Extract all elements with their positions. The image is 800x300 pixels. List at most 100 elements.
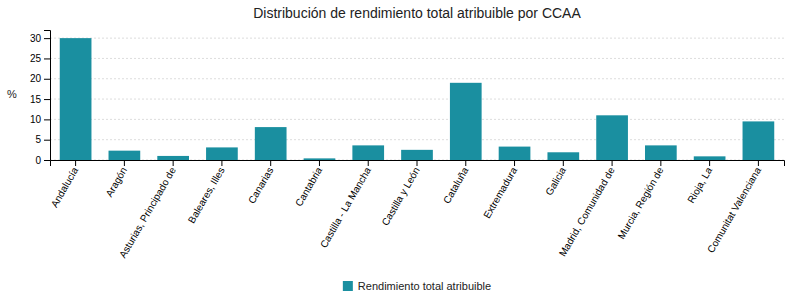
y-tick: 30 (30, 33, 50, 44)
x-tick-label: Rioja, La (685, 165, 714, 205)
legend-item: Rendimiento total atribuible (343, 280, 491, 292)
x-tick: Canarias (246, 160, 276, 205)
y-tick-mark (44, 99, 50, 100)
bar (450, 83, 482, 160)
x-tick-mark (709, 160, 710, 166)
y-tick: 25 (30, 53, 50, 64)
legend-swatch (343, 281, 353, 291)
x-tick-mark (514, 160, 515, 166)
x-tick: Andalucía (49, 160, 81, 209)
x-tick: Rioja, La (685, 160, 714, 205)
y-tick: 0 (35, 155, 50, 166)
y-tick-mark (44, 58, 50, 59)
bar (743, 121, 775, 160)
x-tick-label: Murcia, Región de (616, 165, 666, 241)
title: Distribución de rendimiento total atribu… (253, 5, 581, 21)
bar (401, 150, 433, 160)
x-tick: Castilla y León (379, 160, 421, 228)
x-tick-mark (75, 160, 76, 166)
bar (60, 38, 92, 160)
x-tick-label: Galicia (543, 165, 568, 197)
y-tick-mark (44, 38, 50, 39)
x-tick-label: Canarias (246, 165, 276, 205)
y-tick-mark (44, 79, 50, 80)
x-tick-label: Aragón (103, 165, 129, 198)
y-tick-label: 10 (30, 114, 42, 125)
y-axis-line (44, 31, 51, 161)
x-tick-mark (417, 160, 418, 166)
x-tick-label: Madrid, Comunidad de (557, 165, 617, 258)
x-tick: Castilla - La Mancha (318, 160, 373, 250)
y-tick: 20 (30, 73, 50, 84)
y-tick: 10 (30, 114, 50, 125)
x-tick-label: Comunitat Valenciana (705, 165, 763, 255)
y-tick-label: 20 (30, 73, 42, 84)
y-axis: 0 5 10 15 20 25 30 (30, 31, 51, 166)
grid (50, 38, 784, 160)
x-tick-label: Extremadura (481, 165, 519, 220)
x-tick-label: Castilla - La Mancha (318, 165, 373, 250)
x-tick-mark (319, 160, 320, 166)
bar (694, 156, 726, 160)
legend: Rendimiento total atribuible (343, 280, 491, 292)
x-tick-mark (173, 160, 174, 166)
grid-line (50, 119, 784, 120)
bar (547, 152, 579, 160)
bar (352, 145, 384, 160)
x-tick-label: Castilla y León (379, 165, 421, 227)
x-tick-label: Cantabria (293, 165, 324, 208)
bar (109, 151, 141, 160)
grid-line (50, 58, 784, 59)
x-tick-mark (368, 160, 369, 166)
x-tick: Asturias, Principado de (117, 160, 178, 260)
bar (645, 145, 677, 160)
y-tick: 5 (35, 134, 50, 145)
grid-line (50, 38, 784, 39)
x-tick: Comunitat Valenciana (705, 160, 763, 255)
bar (304, 158, 336, 160)
x-tick-mark (124, 160, 125, 166)
x-tick: Murcia, Región de (616, 160, 666, 241)
x-tick-label: Andalucía (49, 165, 81, 209)
x-tick: Madrid, Comunidad de (557, 160, 617, 258)
x-tick: Cantabria (293, 160, 324, 208)
x-tick-label: Baleares, Illes (186, 165, 227, 225)
grid-line (50, 78, 784, 79)
x-tick: Baleares, Illes (186, 160, 227, 225)
grid-line (50, 139, 784, 140)
y-tick-mark (44, 119, 50, 120)
y-tick-label: 25 (30, 53, 42, 64)
x-axis-line (51, 161, 785, 167)
bar (206, 147, 238, 160)
bars (60, 38, 774, 160)
bar (499, 147, 531, 160)
legend-label: Rendimiento total atribuible (358, 280, 491, 292)
grid-line (50, 99, 784, 100)
x-tick-mark (660, 160, 661, 166)
x-tick: Extremadura (481, 160, 519, 220)
bar (157, 156, 189, 160)
x-tick-label: Asturias, Principado de (117, 165, 178, 260)
y-tick-mark (44, 140, 50, 141)
y-tick-label: 15 (30, 94, 42, 105)
chart: 0 5 10 15 20 25 30 Andalucía AragónAsturias, Pri… (0, 0, 800, 300)
x-tick-mark (270, 160, 271, 166)
x-tick-mark (563, 160, 564, 166)
x-tick-label: Cataluña (441, 165, 471, 206)
y-tick: 15 (30, 94, 50, 105)
y-tick-mark (44, 160, 50, 161)
x-tick-mark (758, 160, 759, 166)
bar (255, 127, 287, 160)
y-axis-title: % (7, 88, 17, 100)
x-tick-mark (612, 160, 613, 166)
y-tick-label: 30 (30, 33, 42, 44)
x-tick-mark (221, 160, 222, 166)
x-tick-mark (465, 160, 466, 166)
x-tick: Aragón (103, 160, 129, 199)
bar (596, 115, 628, 160)
x-tick: Galicia (543, 160, 568, 197)
x-tick: Cataluña (441, 160, 471, 205)
x-axis: Andalucía AragónAsturias, Principado deBa… (49, 160, 785, 260)
y-tick-label: 0 (35, 155, 41, 166)
y-tick-label: 5 (35, 134, 41, 145)
